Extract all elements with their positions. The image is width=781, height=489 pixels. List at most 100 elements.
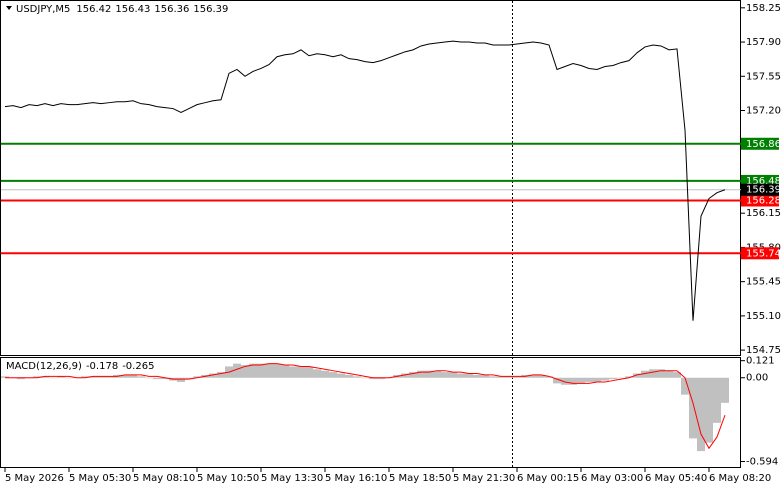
x-tick-label: 5 May 05:30 [69, 473, 131, 484]
symbol: USDJPY,M5 [16, 4, 70, 15]
open: 156.42 [76, 4, 111, 15]
macd-bar [529, 374, 537, 378]
macd-header: MACD(12,26,9) -0.178 -0.265 [6, 361, 154, 372]
macd-bar [121, 374, 129, 378]
macd-bar [313, 369, 321, 378]
macd-bar [441, 372, 449, 378]
macd-bar [289, 366, 297, 378]
macd-y-tick-label: -0.594 [746, 457, 778, 468]
macd-bar [65, 377, 73, 379]
close: 156.39 [193, 4, 228, 15]
macd-bar [81, 376, 89, 378]
macd-bar [185, 377, 193, 380]
macd-bar [465, 373, 473, 378]
macd-bar [537, 374, 545, 378]
level-tag-label: 156.48 [746, 176, 781, 187]
macd-bar [257, 363, 265, 378]
macd-bar [129, 374, 137, 378]
level-tag-label: 155.74 [746, 248, 781, 259]
macd-bar [41, 376, 49, 378]
macd-bar [641, 370, 649, 378]
x-tick-label: 5 May 13:30 [261, 473, 323, 484]
macd-bar [305, 366, 313, 378]
level-tag [741, 194, 779, 207]
macd-panel [0, 357, 741, 468]
macd-bar [233, 363, 241, 378]
level-tag-label: 156.28 [746, 195, 781, 206]
high: 156.43 [115, 4, 150, 15]
macd-bar [681, 377, 689, 395]
macd-bar [625, 376, 633, 378]
macd-bar [33, 376, 41, 378]
macd-bar [705, 377, 713, 443]
x-tick-label: 5 May 2026 [5, 473, 64, 484]
macd-bar [609, 377, 617, 380]
macd-bar [433, 370, 441, 378]
price-panel [0, 0, 741, 356]
macd-bar [617, 377, 625, 379]
y-tick-label: 154.75 [746, 345, 781, 356]
macd-bar [665, 370, 673, 378]
macd-bar [457, 373, 465, 378]
y-tick-label: 155.45 [746, 277, 781, 288]
macd-bar [297, 366, 305, 378]
macd-bar [593, 377, 601, 382]
x-tick-label: 6 May 00:15 [517, 473, 579, 484]
macd-bar [657, 369, 665, 378]
macd-bar [569, 377, 577, 385]
macd-bar [97, 376, 105, 378]
y-tick-label: 157.55 [746, 71, 781, 82]
level-tag [741, 247, 779, 260]
macd-bar [553, 377, 561, 384]
x-tick-label: 5 May 21:30 [453, 473, 515, 484]
macd-signal-line [5, 363, 726, 450]
macd-bar [57, 376, 65, 378]
macd-bar [17, 377, 25, 380]
macd-bar [513, 376, 521, 378]
macd-bar [449, 372, 457, 378]
macd-bar [497, 376, 505, 378]
macd-y-tick-label: 0.00 [746, 373, 768, 384]
macd-bar [145, 377, 153, 379]
macd-bar [369, 377, 377, 380]
macd-bar [633, 373, 641, 378]
macd-bar [89, 376, 97, 378]
x-tick-label: 5 May 16:10 [325, 473, 387, 484]
macd-bar [105, 376, 113, 378]
macd-bar [649, 369, 657, 378]
macd-bar [489, 376, 497, 378]
x-tick-label: 6 May 05:40 [645, 473, 707, 484]
y-tick-label: 157.20 [746, 106, 781, 117]
macd-bar [49, 377, 57, 379]
y-tick-label: 155.10 [746, 311, 781, 322]
macd-bar [217, 372, 225, 378]
macd-bar [673, 372, 681, 378]
macd-value: -0.178 [86, 361, 118, 372]
macd-y-tick-label: 0.121 [746, 356, 775, 367]
macd-bar [409, 372, 417, 378]
macd-bar [249, 363, 257, 378]
macd-bar [697, 377, 705, 452]
macd-bar [689, 377, 697, 439]
macd-bar [273, 363, 281, 378]
macd-bar [353, 376, 361, 378]
macd-bar [193, 376, 201, 378]
header: USDJPY,M5 156.42 156.43 156.36 156.39 [16, 4, 228, 15]
x-tick-label: 5 May 10:50 [197, 473, 259, 484]
macd-bar [137, 376, 145, 378]
price-line [4, 40, 726, 321]
macd-bar [561, 377, 569, 385]
price-tag [741, 183, 779, 196]
macd-bar [345, 374, 353, 378]
macd-bar [401, 373, 409, 378]
x-tick-label: 6 May 03:00 [581, 473, 643, 484]
macd-bar [473, 374, 481, 378]
macd-bar [241, 365, 249, 378]
macd-bar [713, 377, 721, 423]
macd-bar [721, 377, 729, 403]
macd-bar [1, 376, 9, 378]
macd-bar [153, 377, 161, 380]
macd-bar [377, 377, 385, 380]
